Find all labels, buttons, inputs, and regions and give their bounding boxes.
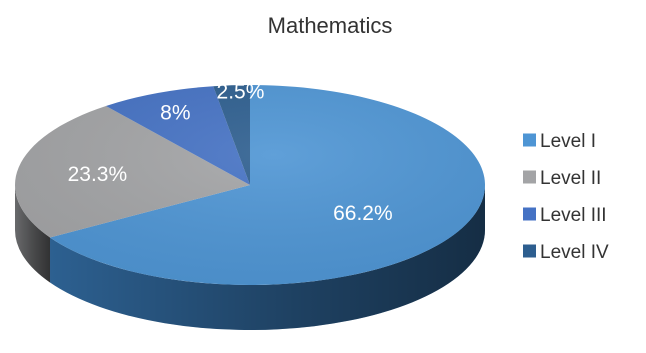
legend-label-level-ii: Level II xyxy=(540,168,601,189)
slice-label-level-i: 66.2% xyxy=(333,202,393,225)
chart-legend: Level I Level II Level III Level IV xyxy=(523,131,609,263)
legend-label-level-iii: Level III xyxy=(540,205,607,226)
legend-swatch-level-iv xyxy=(523,244,536,258)
pie-side-shade xyxy=(15,185,51,283)
pie-top-faces xyxy=(15,85,485,286)
legend-label-level-i: Level I xyxy=(540,131,596,152)
pie-side-walls xyxy=(15,185,485,330)
pie-side-shade xyxy=(50,185,485,330)
pie-top-shading xyxy=(15,85,485,285)
legend-swatch-level-ii xyxy=(523,170,536,184)
pie-slice-labels: 66.2% 23.3% 8% 2.5% xyxy=(68,80,393,225)
slice-label-level-iii: 8% xyxy=(160,102,190,125)
legend-swatch-level-i xyxy=(523,133,536,147)
legend-label-level-iv: Level IV xyxy=(540,242,609,263)
slice-label-level-ii: 23.3% xyxy=(68,163,128,186)
chart-title: Mathematics xyxy=(268,13,393,38)
slice-label-level-iv: 2.5% xyxy=(217,80,265,103)
legend-swatch-level-iii xyxy=(523,207,536,221)
